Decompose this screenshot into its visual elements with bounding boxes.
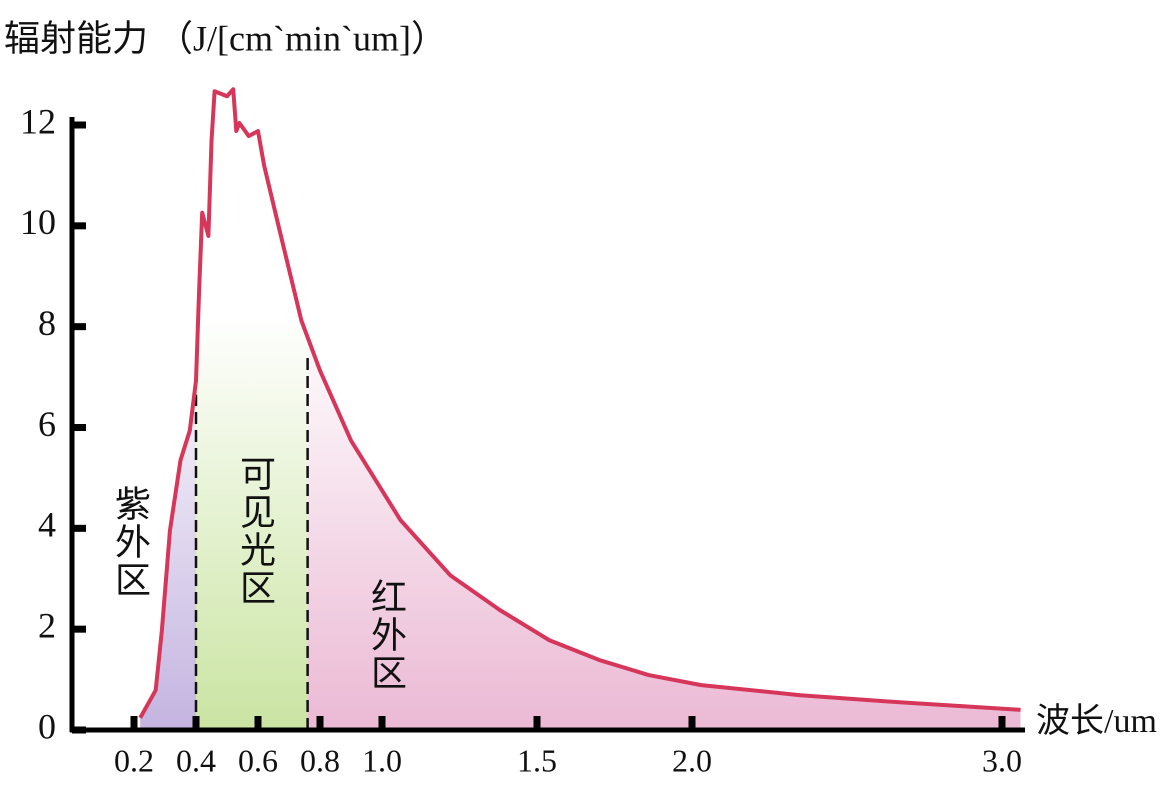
y-tick-label: 12 — [20, 101, 56, 141]
y-tick-label: 10 — [20, 202, 56, 242]
y-tick-label: 0 — [38, 706, 56, 746]
x-tick-label: 0.2 — [114, 742, 154, 778]
x-tick-label: 1.5 — [517, 742, 557, 778]
x-tick-label: 0.8 — [300, 742, 340, 778]
x-axis-label: 波长/um — [1036, 702, 1157, 740]
x-tick-label: 3.0 — [982, 742, 1022, 778]
region-label: 可见光区 — [235, 455, 275, 607]
region-fill — [196, 89, 308, 730]
x-tick-label: 2.0 — [672, 742, 712, 778]
y-tick-label: 2 — [38, 605, 56, 645]
x-tick-label: 1.0 — [362, 742, 402, 778]
x-tick-label: 0.6 — [238, 742, 278, 778]
y-tick-label: 4 — [38, 505, 56, 545]
chart-title: 辐射能力 （J/[cm`min`um]） — [4, 18, 447, 58]
y-tick-label: 8 — [38, 303, 56, 343]
region-fill — [307, 337, 1021, 730]
region-label: 紫外区 — [110, 485, 150, 599]
spectrum-line — [138, 87, 1021, 719]
x-tick-label: 0.4 — [176, 742, 216, 778]
region-label: 红外区 — [366, 578, 406, 692]
y-tick-label: 6 — [38, 404, 56, 444]
